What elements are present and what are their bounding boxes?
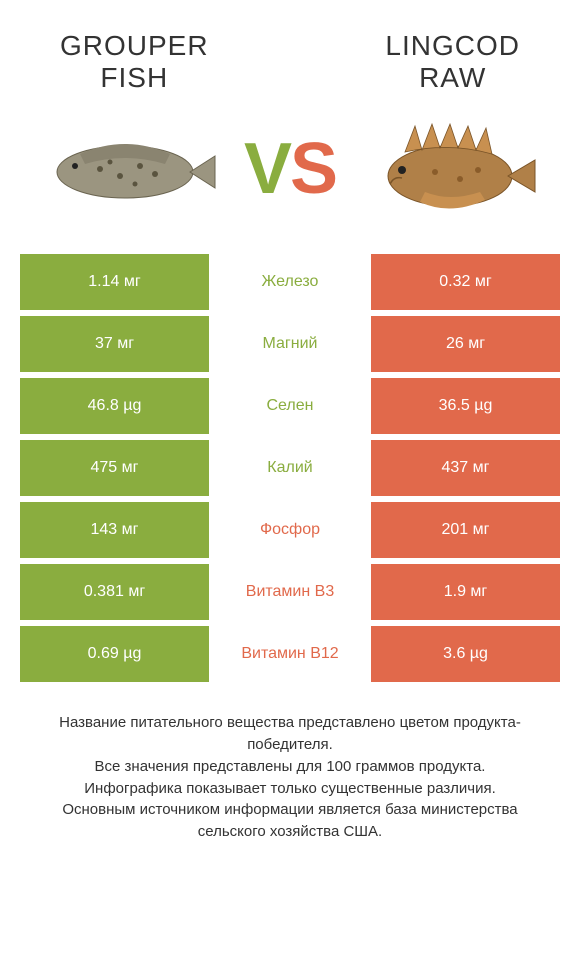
right-value-cell: 0.32 мг <box>371 254 560 310</box>
nutrient-name-cell: Калий <box>215 440 365 496</box>
table-row: 475 мгКалий437 мг <box>20 440 560 496</box>
nutrient-name-cell: Витамин B12 <box>215 626 365 682</box>
left-value-cell: 37 мг <box>20 316 209 372</box>
left-value-cell: 0.381 мг <box>20 564 209 620</box>
right-product-image <box>360 114 540 224</box>
table-row: 1.14 мгЖелезо0.32 мг <box>20 254 560 310</box>
nutrient-name-cell: Железо <box>215 254 365 310</box>
header: GROUPER FISH LINGCOD RAW <box>20 30 560 94</box>
right-value-cell: 1.9 мг <box>371 564 560 620</box>
left-product-title: GROUPER FISH <box>60 30 209 94</box>
footer-note: Название питательного вещества представл… <box>20 712 560 843</box>
right-value-cell: 437 мг <box>371 440 560 496</box>
left-product-image <box>40 114 220 224</box>
vs-label: VS <box>244 128 336 210</box>
vs-v: V <box>244 129 290 209</box>
table-row: 0.381 мгВитамин B31.9 мг <box>20 564 560 620</box>
table-row: 143 мгФосфор201 мг <box>20 502 560 558</box>
vs-s: S <box>290 129 336 209</box>
right-product-title: LINGCOD RAW <box>385 30 520 94</box>
left-value-cell: 46.8 µg <box>20 378 209 434</box>
left-value-cell: 1.14 мг <box>20 254 209 310</box>
left-value-cell: 143 мг <box>20 502 209 558</box>
left-value-cell: 0.69 µg <box>20 626 209 682</box>
left-value-cell: 475 мг <box>20 440 209 496</box>
comparison-table: 1.14 мгЖелезо0.32 мг 37 мгМагний26 мг 46.8… <box>20 254 560 682</box>
table-row: 0.69 µgВитамин B123.6 µg <box>20 626 560 682</box>
right-value-cell: 3.6 µg <box>371 626 560 682</box>
right-value-cell: 201 мг <box>371 502 560 558</box>
nutrient-name-cell: Фосфор <box>215 502 365 558</box>
nutrient-name-cell: Селен <box>215 378 365 434</box>
table-row: 46.8 µgСелен36.5 µg <box>20 378 560 434</box>
right-value-cell: 36.5 µg <box>371 378 560 434</box>
right-value-cell: 26 мг <box>371 316 560 372</box>
images-row: VS <box>20 114 560 224</box>
nutrient-name-cell: Витамин B3 <box>215 564 365 620</box>
nutrient-name-cell: Магний <box>215 316 365 372</box>
table-row: 37 мгМагний26 мг <box>20 316 560 372</box>
